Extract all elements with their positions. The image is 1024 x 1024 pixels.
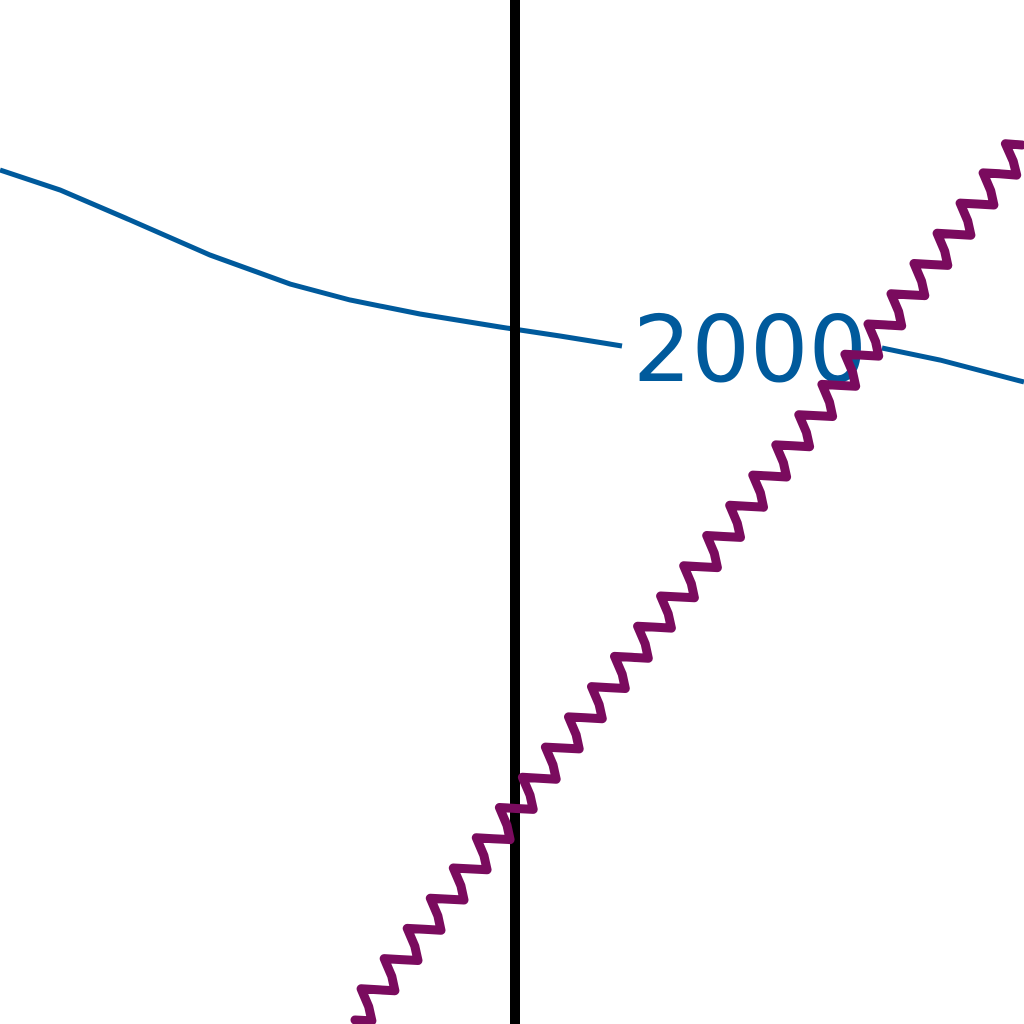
contour-line-segment-right	[881, 345, 1024, 385]
contour-line-segment-left	[0, 167, 623, 349]
wavy-boundary-line	[350, 139, 1024, 1024]
